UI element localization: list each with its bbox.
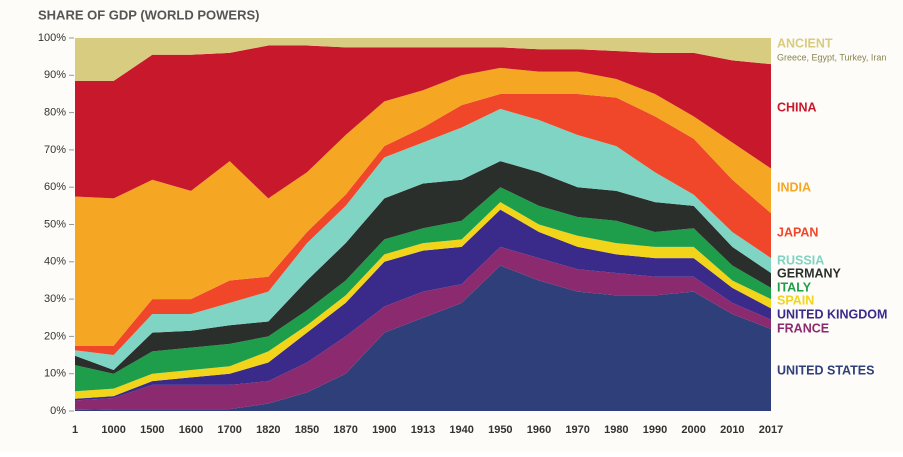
x-tick-label: 1820 (256, 424, 280, 436)
legend-label: CHINA (777, 100, 817, 114)
area (75, 209, 771, 401)
x-tick-label: 2000 (681, 424, 705, 436)
y-tick-label: 30% (44, 293, 66, 305)
legend-label: ITALY (777, 280, 812, 294)
legend-label: ANCIENT (777, 36, 833, 50)
y-tick-label: 0% (50, 405, 66, 417)
x-tick-label: 1700 (217, 424, 241, 436)
legend-label: UNITED KINGDOM (777, 307, 887, 321)
legend-label: UNITED STATES (777, 363, 874, 377)
area (75, 187, 771, 392)
x-tick-label: 1 (72, 424, 78, 436)
area (75, 38, 771, 81)
x-tick-label: 1970 (565, 424, 589, 436)
x-tick-label: 1900 (372, 424, 396, 436)
area (75, 161, 771, 374)
area (75, 93, 771, 356)
y-tick-label: 50% (44, 218, 66, 230)
x-tick-label: 2017 (759, 424, 783, 436)
y-tick-label: 10% (44, 368, 66, 380)
x-tick-label: 2010 (720, 424, 744, 436)
x-tick-label: 1000 (101, 424, 125, 436)
area (75, 45, 771, 199)
area (75, 265, 771, 411)
chart-title: SHARE OF GDP (WORLD POWERS) (38, 7, 259, 22)
legend-description: Greece, Egypt, Turkey, Iran (777, 52, 886, 62)
y-tick-label: 60% (44, 181, 66, 193)
x-tick-label: 1600 (179, 424, 203, 436)
x-tick-label: 1913 (411, 424, 435, 436)
x-tick-label: 1950 (488, 424, 512, 436)
legend-label: SPAIN (777, 293, 814, 307)
x-tick-label: 1960 (527, 424, 551, 436)
legend-label: FRANCE (777, 321, 829, 335)
y-tick-label: 90% (44, 69, 66, 81)
y-tick-label: 80% (44, 107, 66, 119)
x-tick-label: 1940 (449, 424, 473, 436)
legend-label: JAPAN (777, 225, 818, 239)
y-tick-label: 70% (44, 144, 66, 156)
area (75, 67, 771, 346)
area (75, 202, 771, 399)
y-tick-label: 20% (44, 330, 66, 342)
y-tick-label: 100% (38, 32, 66, 44)
legend-label: GERMANY (777, 266, 842, 280)
legend-label: RUSSIA (777, 253, 824, 267)
x-tick-label: 1980 (604, 424, 628, 436)
x-tick-label: 1990 (643, 424, 667, 436)
legend-label: INDIA (777, 180, 811, 194)
area (75, 246, 771, 410)
x-tick-label: 1850 (295, 424, 319, 436)
area (75, 108, 771, 370)
y-tick-label: 40% (44, 256, 66, 268)
x-tick-label: 1870 (333, 424, 357, 436)
x-tick-label: 1500 (140, 424, 164, 436)
